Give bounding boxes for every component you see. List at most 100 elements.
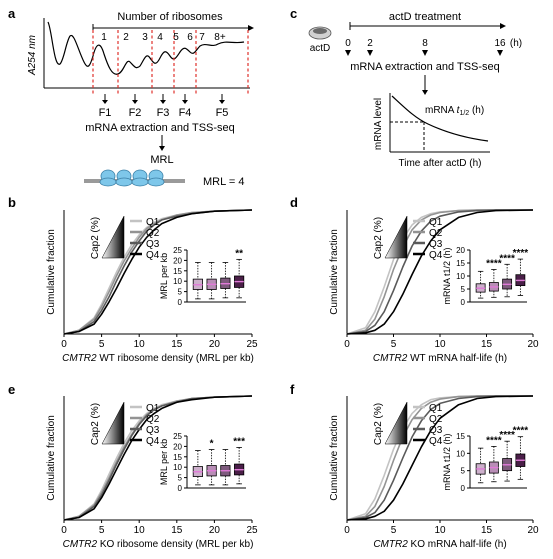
y-axis-label: Cumulative fraction [329,415,340,501]
ribosomes [99,169,165,187]
significance-stars: **** [486,435,502,446]
decay-x-label: Time after actD (h) [399,158,482,169]
significance-stars: **** [513,426,529,437]
legend-label-q3: Q3 [429,239,443,250]
legend-label-q2: Q2 [429,414,443,425]
decay-curve-label-part: mRNA [425,105,457,116]
cdf-line-q2 [346,395,533,521]
x-tick-label: 0 [61,525,67,536]
panel-c-step: mRNA extraction and TSS-seq [350,61,500,73]
inset-y-tick-label: 0 [461,484,466,493]
panel-a: a Number of ribosomes A254 nm 1 2 3 4 5 … [8,6,254,188]
legend-label-q1: Q1 [429,217,443,228]
inset-y-tick-label: 10 [173,463,182,472]
cap2-gradient-wedge [101,401,125,445]
panel-a-step: mRNA extraction and TSS-seq [85,122,235,134]
polysome-profile-trace [47,21,245,75]
cdf-line-q4 [346,209,534,335]
significance-stars: * [210,439,214,450]
fraction-label: F3 [157,107,170,119]
treatment-timeline-arrowhead [500,23,506,29]
x-axis-label-gene: CMTR2 [373,353,408,364]
panel-c: c actD actD treatment 0 2 8 16 (h) mRNA … [290,6,522,169]
y-axis-label: Cumulative fraction [329,229,340,315]
t-half-unit: (h) [469,105,484,116]
peak-label: 7 [199,32,205,43]
fraction-labels: F1 F2 F3 F4 F5 [99,107,229,119]
inset-y-tick-label: 20 [456,246,465,255]
panel-letter: e [8,382,15,397]
cap2-gradient-wedge [384,215,408,259]
timepoint-arrows [345,50,503,56]
x-tick-label: 10 [434,525,446,536]
inset-y-tick-label: 20 [173,256,182,265]
decay-curve [391,95,489,142]
legend-label-q4: Q4 [146,436,160,447]
x-tick-label: 20 [527,525,539,536]
inset-y-tick-label: 0 [178,484,183,493]
inset-y-tick-label: 10 [173,277,182,286]
timepoint-labels: 0 2 8 16 (h) [345,38,522,49]
t-half-symbol: t [457,105,461,116]
legend-title: Cap2 (%) [90,217,101,259]
cap2-gradient-wedge [384,401,408,445]
inset-y-label: MRL per kb [159,439,169,485]
panel-c-letter: c [290,6,297,21]
inset-y-tick-label: 10 [456,272,465,281]
inset-y-tick-label: 5 [461,285,466,294]
legend-label-q2: Q2 [146,228,160,239]
x-axis-label-text: WT ribosome density (MRL per kb) [97,353,254,364]
ribosome-count-arrowhead [248,25,254,31]
timepoint-label: 8 [422,38,428,49]
legend-label-q1: Q1 [146,403,160,414]
timepoint-label: 2 [367,38,373,49]
inset-y-tick-label: 0 [178,298,183,307]
legend-label-q1: Q1 [146,217,160,228]
x-tick-label: 20 [527,339,539,350]
x-tick-label: 25 [246,339,258,350]
x-axis-label: CMTR2 WT ribosome density (MRL per kb) [62,353,254,364]
legend-title: Cap2 (%) [373,217,384,259]
panel-a-mrl: MRL [150,154,173,166]
x-axis-label: CMTR2 KO mRNA half-life (h) [373,539,506,550]
x-axis-label-text: KO ribosome density (MRL per kb) [97,539,253,550]
inset-y-tick-label: 25 [173,246,182,255]
fraction-label: F1 [99,107,112,119]
significance-stars: *** [233,436,245,447]
inset-y-tick-label: 5 [178,474,183,483]
inset-y-tick-label: 10 [456,449,465,458]
significance-stars: **** [499,430,515,441]
decay-y-label: mRNA level [373,98,384,150]
fraction-label: F4 [179,107,192,119]
x-tick-label: 0 [344,339,350,350]
x-tick-label: 20 [209,339,221,350]
inset-y-label: MRL per kb [159,253,169,299]
ribosome-count-header: Number of ribosomes [117,11,223,23]
x-tick-label: 15 [481,339,493,350]
inset-y-tick-label: 15 [456,432,465,441]
fraction-label: F5 [216,107,229,119]
x-tick-label: 5 [99,525,105,536]
peak-label: 3 [142,32,148,43]
inset-y-tick-label: 15 [456,259,465,268]
x-axis-label: CMTR2 WT mRNA half-life (h) [373,353,507,364]
x-tick-label: 5 [99,339,105,350]
fraction-label: F2 [129,107,142,119]
inset-y-label: mRNA t1/2 (h) [442,433,452,490]
x-tick-label: 0 [344,525,350,536]
x-tick-label: 0 [61,339,67,350]
x-tick-label: 20 [209,525,221,536]
significance-stars: ** [235,248,243,259]
y-axis-label: Cumulative fraction [46,229,57,315]
significance-stars: **** [486,259,502,270]
inset-y-tick-label: 15 [173,267,182,276]
ribosome-large-subunit [147,177,165,187]
cells-icon [313,28,327,34]
x-tick-label: 10 [434,339,446,350]
x-tick-label: 25 [246,525,258,536]
legend-label-q2: Q2 [429,228,443,239]
panel-letter: d [290,195,298,210]
decay-curve-label: mRNA t1/2 (h) [425,105,484,117]
